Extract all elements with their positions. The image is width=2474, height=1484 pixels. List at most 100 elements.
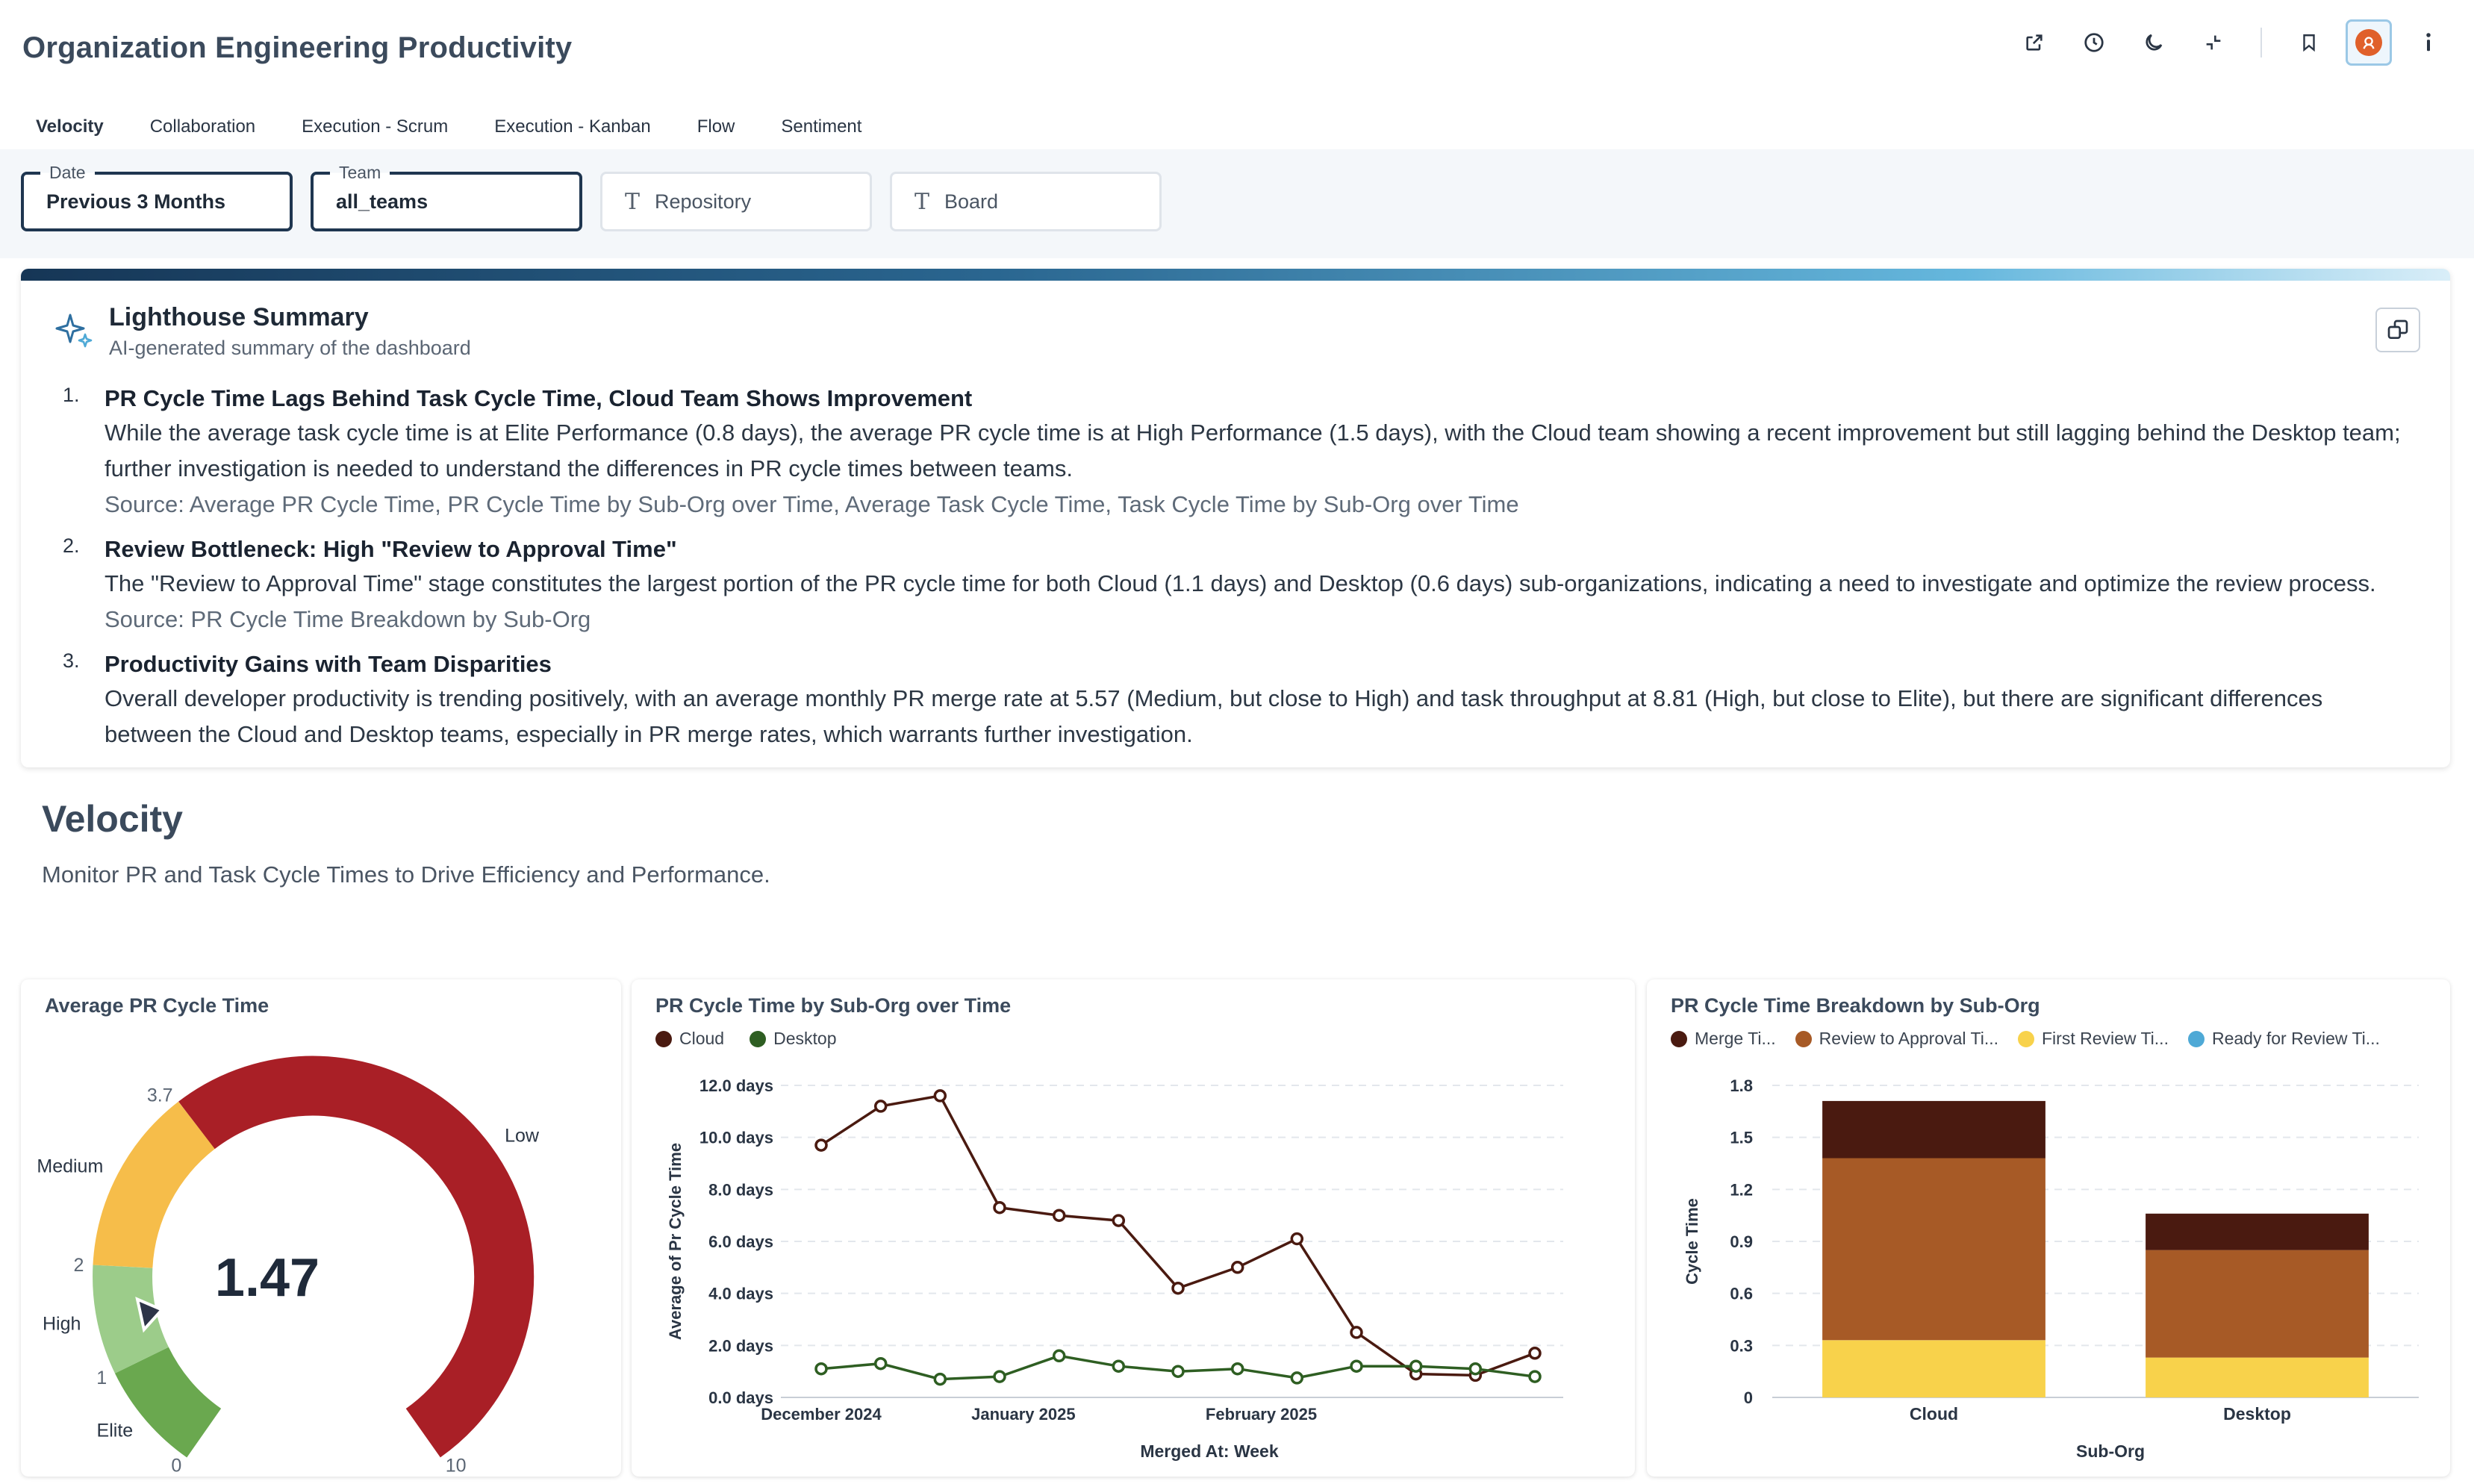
data-point[interactable] — [873, 1356, 888, 1371]
data-point[interactable] — [993, 1370, 1006, 1383]
data-point[interactable] — [1350, 1359, 1363, 1373]
tab-execution-kanban[interactable]: Execution - Kanban — [494, 116, 651, 137]
y-axis-label: Average of Pr Cycle Time — [666, 1143, 685, 1340]
legend-dot — [1795, 1030, 1812, 1047]
gauge-value: 1.47 — [215, 1248, 320, 1308]
tab-velocity[interactable]: Velocity — [21, 112, 119, 154]
gauge-pointer — [135, 1297, 165, 1333]
data-point[interactable] — [1409, 1359, 1423, 1373]
legend-item[interactable]: Merge Ti... — [1671, 1029, 1776, 1049]
legend-dot — [1671, 1030, 1687, 1047]
x-tick-label: Desktop — [2223, 1404, 2291, 1424]
gauge-chart: Elite High Medium Low 0 1 2 3.7 10 1.47 — [37, 1056, 540, 1476]
y-axis-label: Cycle Time — [1683, 1198, 1701, 1285]
clock-icon[interactable] — [2071, 19, 2117, 66]
bar-segment[interactable] — [1822, 1340, 2045, 1397]
legend-item[interactable]: Ready for Review Ti... — [2187, 1029, 2380, 1049]
data-point[interactable] — [933, 1372, 947, 1386]
summary-title: Lighthouse Summary — [109, 303, 369, 331]
moon-icon[interactable] — [2131, 19, 2177, 66]
legend-item[interactable]: Cloud — [655, 1029, 724, 1049]
y-tick-label: 0 — [1744, 1388, 1753, 1407]
data-point[interactable] — [1052, 1209, 1066, 1222]
legend-item[interactable]: Review to Approval Ti... — [1795, 1029, 1998, 1049]
x-axis-label: Sub-Org — [2076, 1441, 2145, 1461]
data-point[interactable] — [1171, 1365, 1185, 1378]
gauge-band-low — [178, 1056, 535, 1458]
summary-item-number: 2. — [63, 534, 80, 557]
y-tick-label: 1.5 — [1730, 1129, 1753, 1147]
legend-dot — [655, 1030, 672, 1047]
tab-collaboration[interactable]: Collaboration — [149, 116, 256, 137]
tab-bar: Velocity Collaboration Execution - Scrum… — [21, 112, 893, 154]
collapse-icon[interactable] — [2190, 19, 2237, 66]
info-icon[interactable] — [2405, 19, 2452, 66]
repository-filter[interactable]: T Repository — [600, 172, 872, 231]
toolbar-divider — [2260, 28, 2262, 57]
bar-chart-title: PR Cycle Time Breakdown by Sub-Org — [1671, 994, 2040, 1017]
data-point[interactable] — [1052, 1349, 1066, 1363]
copy-button[interactable] — [2375, 308, 2420, 352]
gauge-band-label: Medium — [37, 1156, 103, 1176]
data-point[interactable] — [1528, 1347, 1542, 1360]
data-point[interactable] — [1528, 1370, 1542, 1383]
legend-item[interactable]: First Review Ti... — [2018, 1029, 2169, 1049]
summary-item-text: Overall developer productivity is trendi… — [105, 685, 2323, 747]
board-filter[interactable]: T Board — [890, 172, 1162, 231]
tab-flow[interactable]: Flow — [697, 116, 735, 137]
legend-label: Merge Ti... — [1695, 1029, 1776, 1048]
bar-chart: 0 0.3 0.6 0.9 1.2 1.5 1.8 Cloud Desktop Sub-Org Cy… — [1683, 1076, 2419, 1461]
tab-sentiment[interactable]: Sentiment — [781, 116, 862, 137]
summary-item: 3. Productivity Gains with Team Disparit… — [63, 648, 2405, 752]
date-filter-value: Previous 3 Months — [46, 190, 226, 213]
repository-filter-placeholder: Repository — [655, 190, 752, 213]
external-link-icon[interactable] — [2011, 19, 2057, 66]
summary-header: Lighthouse Summary AI-generated summary … — [51, 303, 471, 360]
data-point[interactable] — [814, 1362, 828, 1376]
date-filter-label: Date — [40, 163, 95, 183]
data-point[interactable] — [1290, 1232, 1304, 1246]
data-point[interactable] — [814, 1138, 828, 1152]
date-filter[interactable]: Date Previous 3 Months — [21, 163, 293, 231]
x-tick-label: January 2025 — [971, 1405, 1075, 1424]
avatar-button[interactable] — [2346, 19, 2392, 66]
summary-item: 1. PR Cycle Time Lags Behind Task Cycle … — [63, 382, 2405, 523]
bookmark-icon[interactable] — [2286, 19, 2332, 66]
data-point[interactable] — [873, 1100, 888, 1113]
x-tick-label: Cloud — [1910, 1404, 1958, 1424]
y-tick-label: 0.0 days — [708, 1388, 773, 1407]
avatar — [2355, 29, 2382, 56]
summary-item-title: PR Cycle Time Lags Behind Task Cycle Tim… — [105, 385, 973, 411]
line-chart: 0.0 days 2.0 days 4.0 days 6.0 days 8.0 days… — [666, 1076, 1563, 1461]
text-type-icon: T — [625, 188, 641, 215]
bar-segment[interactable] — [2146, 1357, 2369, 1397]
legend-item[interactable]: Desktop — [750, 1029, 836, 1049]
tab-execution-scrum[interactable]: Execution - Scrum — [302, 116, 449, 137]
data-point[interactable] — [1290, 1371, 1304, 1385]
summary-subtitle: AI-generated summary of the dashboard — [109, 337, 471, 359]
team-filter[interactable]: Team all_teams — [311, 163, 582, 231]
sparkle-icon — [55, 314, 93, 348]
bar-chart-legend: Merge Ti... Review to Approval Ti... First… — [1671, 1029, 2399, 1049]
data-point[interactable] — [993, 1200, 1006, 1215]
team-filter-value: all_teams — [336, 190, 429, 213]
bar-segment[interactable] — [2146, 1250, 2369, 1358]
data-point[interactable] — [1171, 1281, 1185, 1295]
legend-label: Cloud — [679, 1029, 725, 1048]
legend-dot — [2187, 1030, 2205, 1047]
bar-segment[interactable] — [2146, 1213, 2369, 1250]
bar-segment[interactable] — [1822, 1158, 2045, 1341]
data-point[interactable] — [1230, 1261, 1244, 1274]
data-point[interactable] — [1112, 1214, 1126, 1227]
gauge-band-elite — [114, 1346, 222, 1458]
gauge-band-label: High — [43, 1313, 81, 1334]
data-point[interactable] — [933, 1089, 947, 1103]
data-point[interactable] — [1468, 1362, 1483, 1376]
data-point[interactable] — [1350, 1326, 1363, 1339]
data-point[interactable] — [1112, 1359, 1126, 1373]
gauge-tick-label: 1 — [96, 1368, 107, 1388]
gauge-tick-label: 2 — [73, 1255, 84, 1276]
bar-segment[interactable] — [1822, 1100, 2045, 1159]
y-tick-label: 0.3 — [1730, 1336, 1753, 1355]
data-point[interactable] — [1230, 1362, 1244, 1376]
